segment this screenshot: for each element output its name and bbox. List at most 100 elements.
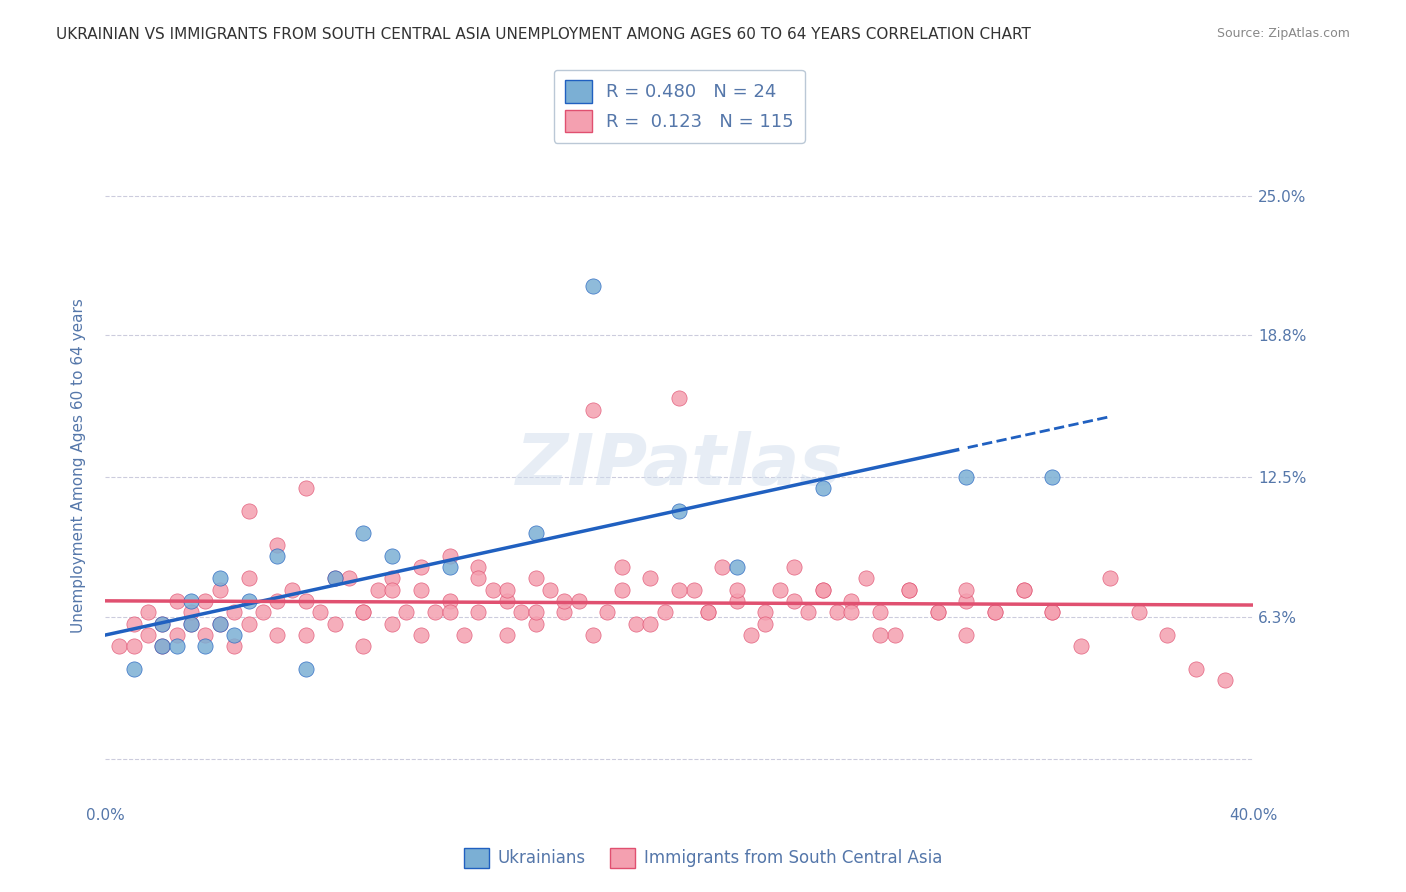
Point (238, 572, 260, 586)
Point (409, 582, 432, 597)
Point (381, 616, 404, 631)
Point (453, 628, 475, 642)
Point (367, 582, 389, 597)
Point (1042, 605, 1064, 619)
Point (208, 582, 231, 597)
Point (640, 572, 662, 586)
Point (897, 582, 920, 597)
Point (323, 572, 346, 586)
Point (955, 628, 977, 642)
Point (1042, 605, 1064, 619)
Point (439, 594, 461, 608)
Point (208, 572, 231, 586)
Point (769, 582, 792, 597)
Point (122, 616, 145, 631)
Point (152, 639, 174, 653)
Point (568, 594, 591, 608)
Point (1042, 470, 1064, 484)
Point (1185, 661, 1208, 675)
Point (439, 560, 461, 574)
Point (524, 616, 547, 631)
Point (1012, 582, 1035, 597)
Point (1213, 673, 1236, 687)
Point (596, 605, 619, 619)
Point (610, 582, 633, 597)
Point (869, 628, 891, 642)
Point (180, 616, 202, 631)
Point (725, 560, 748, 574)
Point (897, 582, 920, 597)
Point (425, 605, 447, 619)
Point (582, 628, 605, 642)
Point (481, 582, 503, 597)
Point (754, 616, 776, 631)
Point (869, 605, 891, 619)
Y-axis label: Unemployment Among Ages 60 to 64 years: Unemployment Among Ages 60 to 64 years (72, 299, 86, 633)
Point (524, 572, 547, 586)
Point (841, 605, 863, 619)
Point (180, 616, 202, 631)
Point (711, 560, 734, 574)
Point (510, 605, 533, 619)
Point (238, 504, 260, 518)
Point (927, 605, 949, 619)
Point (439, 549, 461, 563)
Point (352, 605, 374, 619)
Text: ZIPatlas: ZIPatlas (516, 432, 842, 500)
Point (725, 582, 748, 597)
Point (496, 628, 519, 642)
Point (524, 526, 547, 541)
Point (1156, 628, 1178, 642)
Point (696, 605, 718, 619)
Point (682, 582, 704, 597)
Point (553, 605, 575, 619)
Point (538, 582, 561, 597)
Point (180, 605, 202, 619)
Point (984, 605, 1007, 619)
Point (194, 628, 217, 642)
Point (984, 605, 1007, 619)
Point (152, 639, 174, 653)
Point (883, 628, 905, 642)
Point (553, 594, 575, 608)
Point (811, 582, 834, 597)
Point (337, 572, 360, 586)
Point (654, 605, 676, 619)
Point (208, 616, 231, 631)
Text: Source: ZipAtlas.com: Source: ZipAtlas.com (1216, 27, 1350, 40)
Point (668, 392, 690, 406)
Point (238, 594, 260, 608)
Point (841, 594, 863, 608)
Point (352, 639, 374, 653)
Point (295, 482, 318, 496)
Point (166, 628, 188, 642)
Legend: R = 0.480   N = 24, R =  0.123   N = 115: R = 0.480 N = 24, R = 0.123 N = 115 (554, 70, 804, 143)
Point (381, 549, 404, 563)
Point (194, 594, 217, 608)
Point (323, 572, 346, 586)
Point (194, 639, 217, 653)
Point (855, 572, 877, 586)
Point (136, 628, 159, 642)
Point (696, 605, 718, 619)
Point (1128, 605, 1150, 619)
Point (524, 605, 547, 619)
Point (467, 572, 489, 586)
Point (381, 582, 404, 597)
Point (797, 605, 820, 619)
Point (409, 628, 432, 642)
Point (496, 582, 519, 597)
Text: UKRAINIAN VS IMMIGRANTS FROM SOUTH CENTRAL ASIA UNEMPLOYMENT AMONG AGES 60 TO 64: UKRAINIAN VS IMMIGRANTS FROM SOUTH CENTR… (56, 27, 1031, 42)
Point (955, 582, 977, 597)
Point (224, 639, 246, 653)
Point (811, 482, 834, 496)
Point (166, 639, 188, 653)
Point (740, 628, 762, 642)
Point (266, 549, 288, 563)
Point (208, 616, 231, 631)
Point (955, 594, 977, 608)
Point (309, 605, 332, 619)
Point (108, 639, 131, 653)
Point (825, 605, 848, 619)
Point (295, 594, 318, 608)
